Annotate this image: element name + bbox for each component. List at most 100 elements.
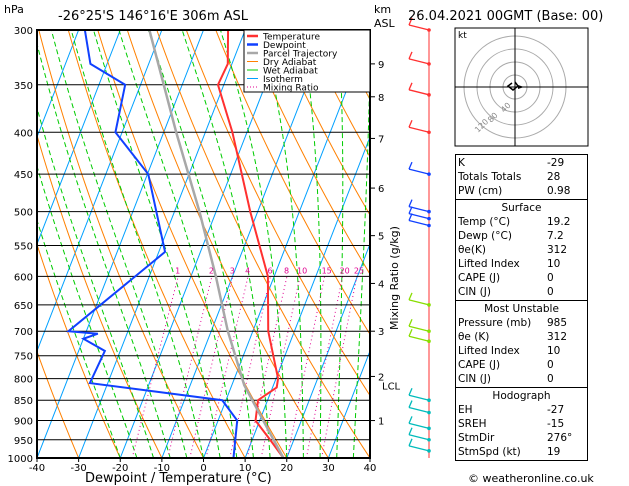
isotherm-line <box>37 30 80 139</box>
legend-box <box>243 29 371 93</box>
row-value: 0.98 <box>547 185 571 197</box>
row-label: Pressure (mb) <box>458 317 532 329</box>
km-unit: km <box>374 3 392 16</box>
row-label: PW (cm) <box>458 185 503 197</box>
km-tick-label: 6 <box>378 184 384 195</box>
dry-adiabat-line <box>599 30 629 458</box>
pressure-tick-label: 550 <box>14 241 33 252</box>
wind-barb-dot <box>427 62 431 66</box>
row-value: 276° <box>547 432 573 444</box>
pressure-tick-label: 800 <box>14 375 33 386</box>
legend-entry: Temperature <box>262 33 320 43</box>
wind-barb <box>408 89 430 96</box>
surface-box: Surface Temp (°C) 19.2 Dewp (°C) 7.2 θe(K) 312… <box>455 199 588 301</box>
wind-barb-dot <box>427 426 431 431</box>
km-tick-label: 9 <box>378 60 384 71</box>
hodo-unit: kt <box>458 31 467 41</box>
pressure-tick-label: 950 <box>14 436 33 447</box>
table-row: EH -27 <box>458 403 585 417</box>
hpa-unit: hPa <box>4 3 24 16</box>
row-label: CAPE (J) <box>458 359 501 371</box>
mixing-ratio-label: 4 <box>245 266 250 275</box>
x-tick-label: 10 <box>239 463 252 474</box>
dewpoint-line <box>65 30 239 458</box>
row-value: 10 <box>547 258 561 270</box>
isotherm-line <box>37 30 204 458</box>
row-label: θe (K) <box>458 331 490 343</box>
wind-barb-flag <box>408 82 413 91</box>
table-row: Temp (°C) 19.2 <box>458 215 585 229</box>
x-tick-label: -40 <box>29 463 45 474</box>
pressure-tick-label: 500 <box>14 208 33 219</box>
mixing-ratio-label: 10 <box>297 266 307 275</box>
wind-barb <box>408 168 430 175</box>
wind-barb <box>408 325 430 332</box>
wind-barb-dot <box>427 130 431 135</box>
x-tick-label: 20 <box>280 463 293 474</box>
wind-barb <box>408 219 430 227</box>
pressure-tick-label: 1000 <box>8 454 33 465</box>
table-row: CAPE (J) 0 <box>458 271 585 285</box>
wind-barb-flag <box>408 51 413 60</box>
wind-barb-dot <box>427 209 431 214</box>
row-label: Temp (°C) <box>458 216 511 228</box>
isotherm-line <box>203 30 370 458</box>
pressure-tick-label: 600 <box>14 272 33 283</box>
isotherm-line <box>119 30 288 458</box>
row-value: 19 <box>547 446 561 458</box>
dry-adiabat-line <box>274 30 370 216</box>
wind-barb-dot <box>427 398 431 403</box>
table-row: SREH -15 <box>458 417 585 431</box>
credit: © weatheronline.co.uk <box>468 472 594 485</box>
wind-barb-flag <box>408 161 413 170</box>
x-tick-label: -10 <box>154 463 170 474</box>
row-value: 0 <box>547 286 554 298</box>
wind-barb <box>408 335 430 342</box>
km-tick-label: 2 <box>378 372 384 383</box>
pressure-tick-label: 650 <box>14 301 33 312</box>
row-label: CIN (J) <box>458 286 491 298</box>
pressure-tick-label: 750 <box>14 352 33 363</box>
wind-barb-flag <box>408 416 413 424</box>
mixing-ratio-label: 8 <box>284 266 289 275</box>
wind-barb-dot <box>427 28 431 32</box>
wet-adiabat-line <box>352 30 370 458</box>
km-tick-label: 8 <box>378 93 384 104</box>
legend-entry: Dry Adiabat <box>263 58 317 68</box>
hodograph-title: Hodograph <box>492 390 551 402</box>
legend-entry: Wet Adiabat <box>263 67 318 77</box>
mixing-ratio-label: 6 <box>267 266 272 275</box>
row-label: Lifted Index <box>458 345 520 357</box>
wind-barb-flag <box>408 438 413 447</box>
mixing-ratio-line <box>286 276 326 458</box>
wind-barb-dot <box>427 329 431 334</box>
legend-entry: Dewpoint <box>263 41 306 51</box>
storm-motion-arrow <box>518 85 524 89</box>
wind-barb-flag <box>408 328 413 337</box>
km-tick-label: 7 <box>378 134 384 145</box>
isotherm-line <box>327 349 370 458</box>
wet-adiabat-line <box>336 30 344 458</box>
wind-barb-dot <box>427 216 431 221</box>
wind-barb <box>408 126 430 133</box>
table-row: K -29 <box>458 156 585 170</box>
row-label: CAPE (J) <box>458 272 501 284</box>
row-label: Totals Totals <box>458 171 522 183</box>
wind-barb <box>408 213 430 220</box>
isotherm-line <box>37 30 121 246</box>
wind-barb-flag <box>408 206 413 214</box>
hodograph-box: Hodograph EH -27 SREH -15 StmDir 276° StmSpd (k… <box>455 387 588 461</box>
date-title: 26.04.2021 00GMT (Base: 00) <box>408 9 604 24</box>
row-value: 19.2 <box>547 216 571 228</box>
dry-adiabat-line <box>215 30 370 336</box>
wind-barb <box>408 58 430 65</box>
table-row: StmDir 276° <box>458 431 585 445</box>
table-row: Dewp (°C) 7.2 <box>458 229 585 243</box>
wind-barb-flag <box>408 213 413 221</box>
row-label: K <box>458 157 465 169</box>
mixing-ratio-line <box>167 276 213 458</box>
table-row: StmSpd (kt) 19 <box>458 445 585 459</box>
mixing-ratio-line <box>189 276 234 458</box>
